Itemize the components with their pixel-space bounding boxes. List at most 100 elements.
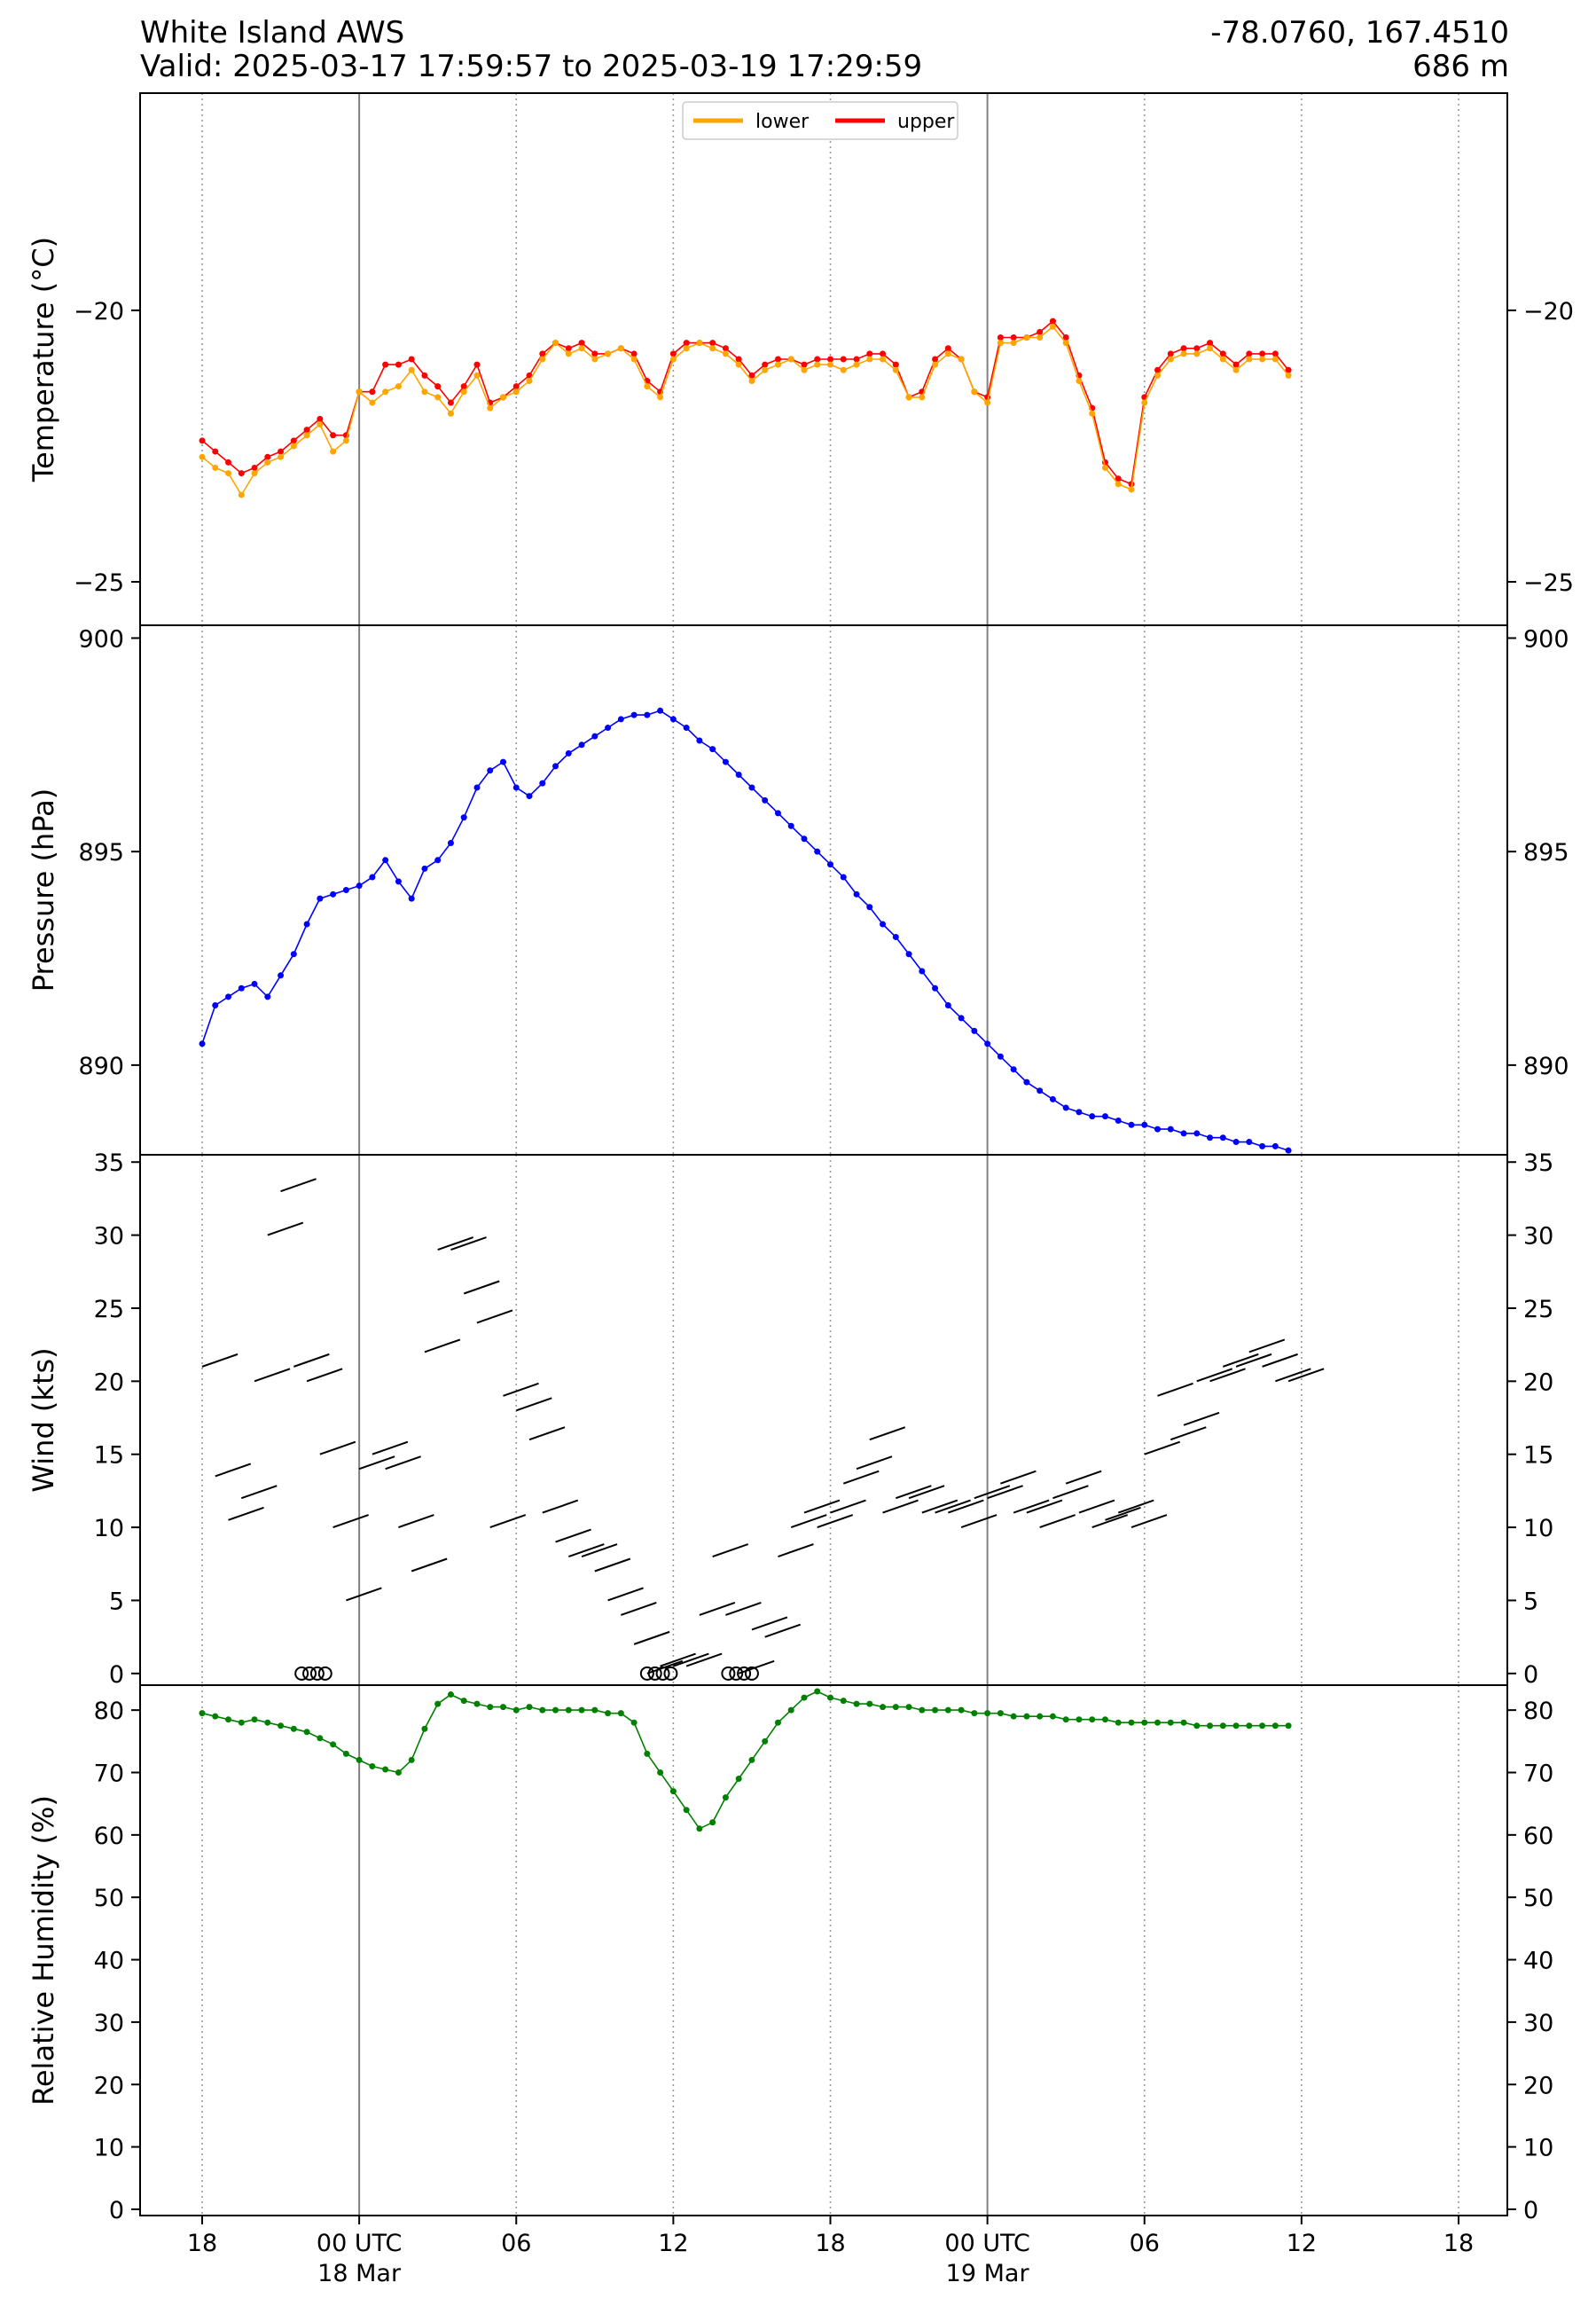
xtick-label-6: 06 — [1130, 2230, 1160, 2257]
series-point-temperature-upper — [238, 470, 245, 477]
ytick-label-right-pressure-0: 890 — [1523, 1053, 1569, 1080]
series-point-humidity — [984, 1710, 991, 1717]
series-point-temperature-lower — [238, 491, 245, 498]
series-point-humidity — [278, 1722, 285, 1730]
wind-calm-marker — [294, 1666, 309, 1681]
series-point-temperature-lower — [657, 394, 664, 401]
ytick-label-right-wind-2: 10 — [1523, 1515, 1553, 1542]
series-point-temperature-lower — [683, 345, 690, 352]
series-point-pressure — [1089, 1113, 1096, 1120]
series-point-temperature-lower — [644, 383, 651, 390]
wind-barb — [790, 1514, 827, 1529]
series-point-temperature-upper — [330, 432, 337, 439]
series-point-temperature-lower — [565, 350, 572, 357]
series-point-pressure — [853, 890, 860, 898]
series-point-humidity — [644, 1750, 651, 1757]
wind-barb — [1013, 1499, 1050, 1514]
series-point-temperature-lower — [1219, 356, 1226, 363]
ytick-label-left-wind-5: 25 — [94, 1296, 124, 1323]
series-point-temperature-upper — [369, 388, 376, 396]
series-point-pressure — [369, 874, 376, 881]
series-point-temperature-upper — [997, 334, 1004, 341]
ytick-label-right-humidity-1: 10 — [1523, 2135, 1553, 2162]
series-point-humidity — [421, 1725, 428, 1732]
legend-box — [682, 101, 958, 140]
series-point-pressure — [669, 716, 677, 723]
series-point-temperature-upper — [1207, 340, 1214, 347]
series-point-pressure — [421, 865, 428, 872]
wind-barb — [921, 1499, 958, 1514]
series-point-temperature-lower — [958, 356, 965, 363]
xtick-sublabel-5: 19 Mar — [946, 2260, 1030, 2287]
series-point-humidity — [225, 1716, 232, 1723]
series-point-pressure — [1037, 1087, 1044, 1094]
series-point-temperature-upper — [801, 361, 808, 368]
series-point-temperature-lower — [1076, 377, 1083, 384]
series-point-humidity — [382, 1766, 389, 1773]
series-point-humidity — [512, 1706, 520, 1714]
series-point-pressure — [199, 1040, 206, 1047]
series-point-temperature-upper — [1232, 361, 1240, 368]
series-point-humidity — [565, 1706, 572, 1714]
series-point-temperature-lower — [1246, 356, 1253, 363]
series-point-humidity — [787, 1706, 794, 1714]
series-point-pressure — [1062, 1104, 1069, 1111]
wind-barb — [358, 1455, 395, 1471]
series-point-pressure — [880, 921, 887, 928]
series-point-temperature-lower — [722, 350, 729, 357]
series-point-temperature-upper — [853, 356, 860, 363]
series-point-temperature-lower — [317, 420, 324, 427]
series-point-humidity — [539, 1706, 546, 1714]
series-point-pressure — [814, 848, 821, 855]
series-point-temperature-upper — [827, 356, 833, 363]
series-point-temperature-lower — [499, 394, 506, 401]
series-point-humidity — [866, 1700, 873, 1707]
series-point-humidity — [487, 1704, 494, 1711]
wind-barb — [685, 1652, 723, 1667]
station-name: White Island AWS — [140, 15, 405, 51]
series-point-temperature-lower — [1154, 372, 1162, 379]
wind-calm-marker — [721, 1666, 736, 1681]
series-point-temperature-lower — [787, 356, 794, 363]
series-point-temperature-lower — [460, 388, 467, 396]
series-point-humidity — [290, 1725, 297, 1732]
ytick-label-left-pressure-0: 890 — [78, 1053, 124, 1080]
series-point-temperature-lower — [1049, 323, 1056, 330]
series-point-temperature-upper — [1049, 318, 1056, 325]
ytick-label-right-temperature-0: −25 — [1523, 569, 1574, 597]
series-point-temperature-lower — [801, 366, 808, 373]
xtick-label-8: 18 — [1443, 2230, 1474, 2257]
wind-barb — [882, 1499, 919, 1514]
series-point-temperature-lower — [853, 361, 860, 368]
wind-barb — [567, 1543, 605, 1557]
series-point-pressure — [1167, 1126, 1174, 1133]
wind-barb — [856, 1455, 893, 1471]
wind-barb — [869, 1426, 906, 1441]
xtick-label-2: 06 — [501, 2230, 531, 2257]
series-point-humidity — [238, 1719, 245, 1726]
series-point-temperature-upper — [762, 361, 769, 368]
series-point-humidity — [473, 1700, 481, 1707]
series-point-humidity — [630, 1719, 638, 1726]
series-point-pressure — [539, 780, 546, 787]
series-point-humidity — [447, 1691, 454, 1698]
wind-calm-marker — [729, 1666, 744, 1681]
series-point-temperature-upper — [669, 350, 677, 357]
wind-calm-marker — [744, 1666, 759, 1681]
series-point-humidity — [1062, 1716, 1069, 1723]
wind-barb — [542, 1499, 579, 1514]
wind-barb — [751, 1616, 788, 1631]
series-point-temperature-upper — [944, 345, 951, 352]
wind-barb — [699, 1601, 736, 1616]
series-point-temperature-lower — [552, 340, 559, 347]
wind-barb — [503, 1382, 539, 1397]
series-point-temperature-lower — [342, 437, 349, 444]
wind-barb — [673, 1652, 709, 1667]
ytick-label-right-wind-7: 35 — [1523, 1149, 1553, 1177]
series-point-temperature-upper — [317, 415, 324, 422]
series-point-temperature-upper — [814, 356, 821, 363]
series-point-humidity — [460, 1698, 467, 1705]
series-point-pressure — [290, 951, 297, 958]
wind-barb — [280, 1178, 317, 1193]
series-point-pressure — [696, 737, 703, 744]
